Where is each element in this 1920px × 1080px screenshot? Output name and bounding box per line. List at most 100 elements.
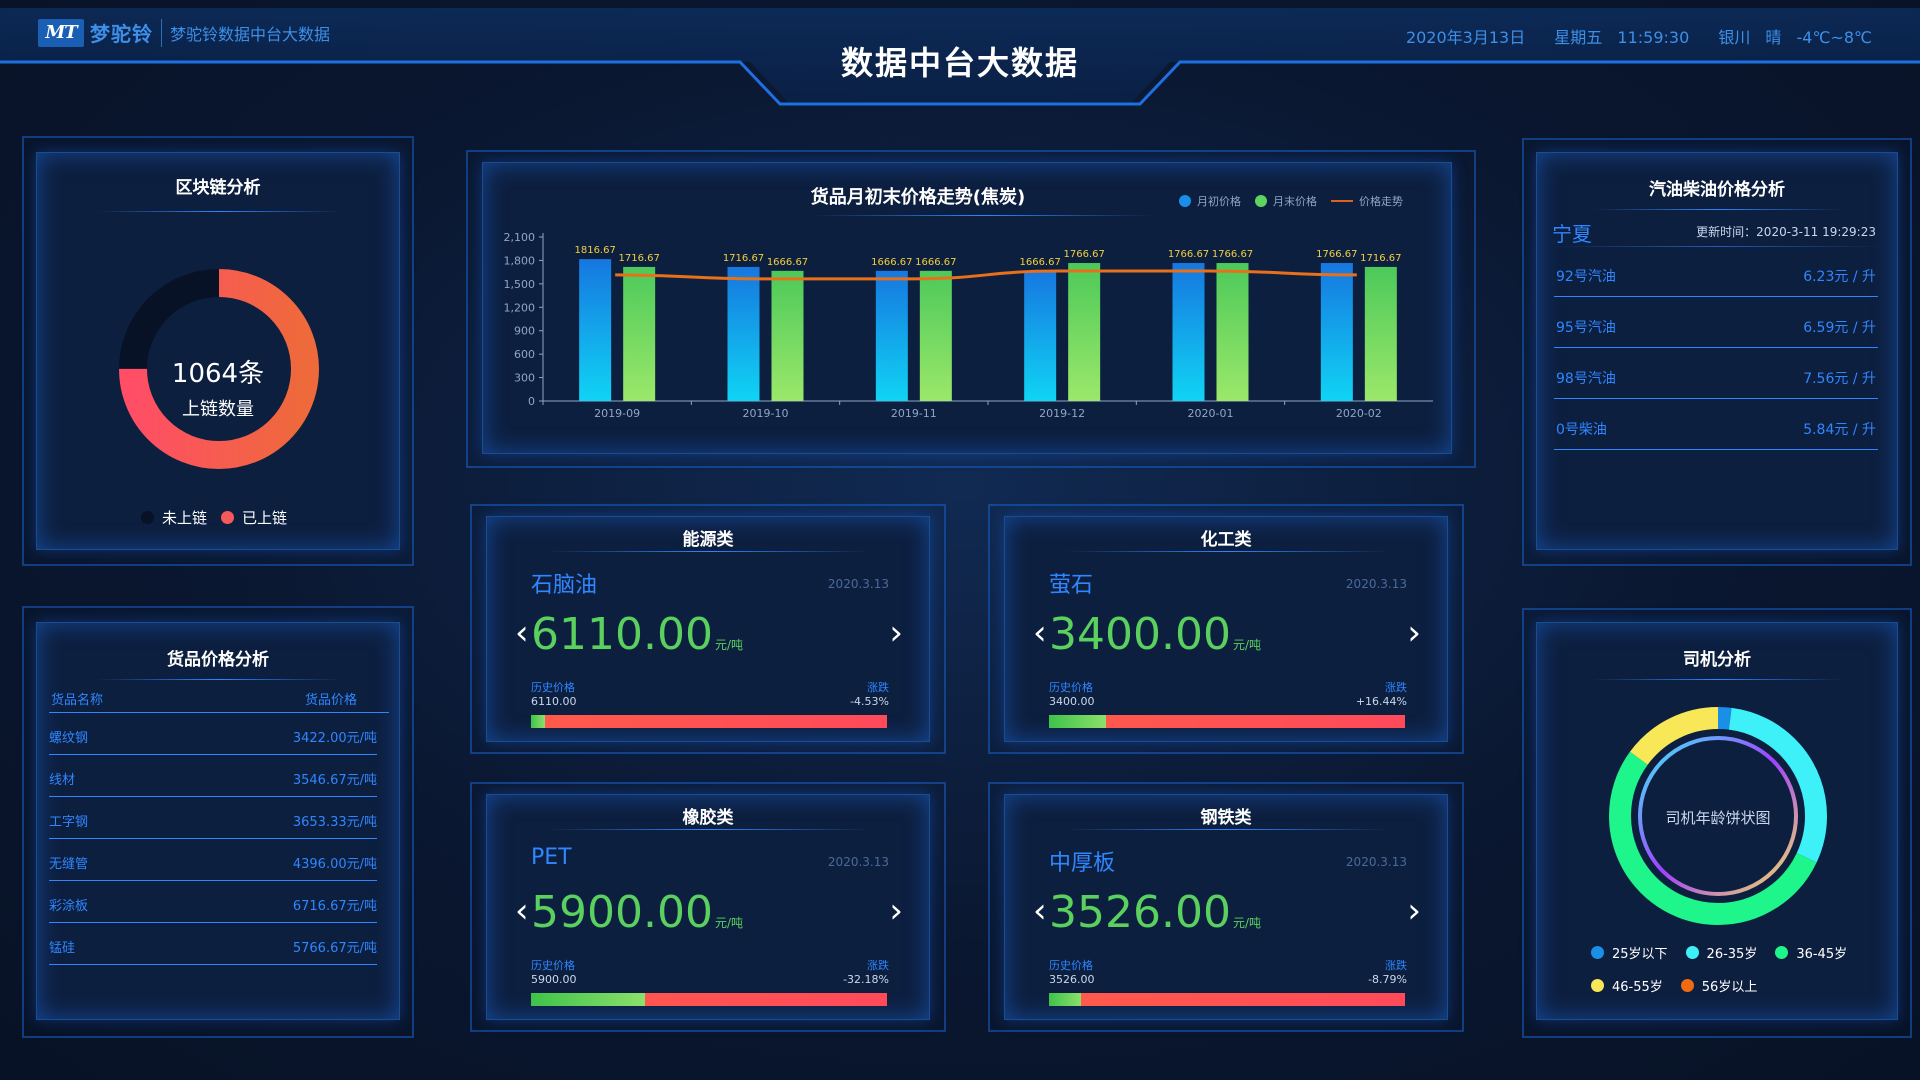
driver-age-segment[interactable] [1609,707,1827,925]
fuel-region[interactable]: 宁夏 [1552,222,1592,246]
price-unit: 元/吨 [714,638,743,652]
category-card: 橡胶类 PET 2020.3.13 ‹ 5900.00 元/吨 › 历史价格 59… [486,794,930,1020]
price-unit: 元/吨 [1232,638,1261,652]
logo-divider [161,18,162,47]
prev-arrow-icon[interactable]: ‹ [515,613,529,653]
table-row[interactable]: 锰硅 5766.67元/吨 [49,923,377,965]
change-label: 涨跌 [867,681,889,694]
data-label-close: 1716.67 [618,253,659,264]
bar-close-price [771,270,804,401]
price-date: 2020.3.13 [1345,855,1407,869]
legend-line [1331,200,1353,202]
y-tick-label: 1,500 [504,278,536,291]
bar-close-price [623,266,656,401]
driver-age-donut[interactable] [1603,701,1833,931]
change-value: +16.44% [1355,695,1407,708]
table-header: 货品名称 货品价格 [49,685,389,713]
legend-dot [1591,946,1604,959]
bar-close-price [1216,263,1249,401]
next-arrow-icon[interactable]: › [889,891,903,931]
title-underline [1065,829,1389,830]
y-tick-label: 300 [514,372,535,385]
category-card: 钢铁类 中厚板 2020.3.13 ‹ 3526.00 元/吨 › 历史价格 35… [1004,794,1448,1020]
next-arrow-icon[interactable]: › [889,613,903,653]
legend-item-46-55[interactable]: 46-55岁 [1591,976,1663,995]
legend-item-open-price[interactable]: 月初价格 [1179,193,1241,209]
blockchain-donut[interactable] [101,251,337,487]
table-row[interactable]: 工字钢 3653.33元/吨 [49,797,377,839]
table-row[interactable]: 线材 3546.67元/吨 [49,755,377,797]
legend-label: 未上链 [162,509,208,527]
table-row[interactable]: 无缝管 4396.00元/吨 [49,839,377,881]
legend-item-under-25[interactable]: 25岁以下 [1591,943,1668,962]
table-row[interactable]: 螺纹钢 3422.00元/吨 [49,713,377,755]
goods-price: 3653.33元/吨 [292,815,377,830]
history-price-value: 6110.00 [531,695,577,708]
trend-chart[interactable]: 0 300 600 900 1,200 1,500 1,800 2,100 2019-09 181… [483,223,1453,455]
fuel-row[interactable]: 0号柴油 5.84元 / 升 [1554,419,1878,450]
goods-price: 3546.67元/吨 [292,773,377,788]
next-arrow-icon[interactable]: › [1407,613,1421,653]
blockchain-legend: 未上链 已上链 [141,507,301,528]
prev-arrow-icon[interactable]: ‹ [1033,613,1047,653]
y-tick-label: 900 [514,325,535,338]
legend-dot [1255,195,1267,207]
legend-item-36-45[interactable]: 36-45岁 [1775,943,1847,962]
change-bar [1049,993,1405,1006]
title-underline [547,829,871,830]
y-tick-label: 1,800 [504,254,536,267]
data-label-close: 1766.67 [1212,249,1253,260]
panel-title: 货品价格分析 [167,650,269,670]
bar-open-price [875,270,908,401]
y-tick-label: 2,100 [504,231,536,244]
legend-item-unchained[interactable]: 未上链 [141,507,207,528]
panel-frame [22,606,414,1038]
chart-title: 货品月初末价格走势(焦炭) [810,187,1026,208]
x-tick-label: 2020-01 [1188,407,1234,420]
legend-dot [1685,946,1699,959]
legend-label: 26-35岁 [1706,947,1758,962]
legend-label: 价格走势 [1359,195,1403,208]
legend-item-over-56[interactable]: 56岁以上 [1680,976,1757,995]
fuel-row[interactable]: 98号汽油 7.56元 / 升 [1554,368,1878,399]
card-title: 橡胶类 [682,808,734,828]
goods-name: 线材 [49,773,76,788]
driver-age-segment[interactable] [1609,707,1827,925]
change-bar [531,993,887,1006]
fuel-row[interactable]: 95号汽油 6.59元 / 升 [1554,317,1878,348]
next-arrow-icon[interactable]: › [1407,891,1421,931]
product-name: 萤石 [1049,573,1094,598]
card-title: 钢铁类 [1200,808,1252,828]
history-price-value: 5900.00 [531,973,577,986]
fuel-price-panel: 汽油柴油价格分析 [1536,152,1898,550]
fuel-row[interactable]: 92号汽油 6.23元 / 升 [1554,266,1878,297]
title-underline [547,551,871,552]
panel-title: 区块链分析 [175,178,261,198]
x-tick-label: 2019-11 [891,407,937,420]
goods-name: 无缝管 [49,857,89,872]
table-row[interactable]: 彩涂板 6716.67元/吨 [49,881,377,923]
logo[interactable]: MT 梦驼铃 梦驼铃数据中台大数据 [38,18,330,47]
legend-item-26-35[interactable]: 26-35岁 [1685,943,1758,962]
prev-arrow-icon[interactable]: ‹ [515,891,529,931]
prev-arrow-icon[interactable]: ‹ [1033,891,1047,931]
data-label-open: 1766.67 [1316,249,1357,260]
header: MT 梦驼铃 梦驼铃数据中台大数据 数据中台大数据 2020年3月13日 星期五… [0,0,1920,110]
legend-item-chained[interactable]: 已上链 [221,507,287,528]
legend-dot [221,511,235,524]
inner-ring [1638,736,1798,896]
data-label-open: 1666.67 [871,257,912,268]
x-tick-label: 2019-10 [743,407,789,420]
trend-chart-panel: 货品月初末价格走势(焦炭) 月初价格 月末价格 价格走势 0 300 600 900 1… [482,162,1452,454]
chart-legend: 月初价格 月末价格 价格走势 [1165,193,1403,209]
category-card: 能源类 石脑油 2020.3.13 ‹ 6110.00 元/吨 › 历史价格 61… [486,516,930,742]
blockchain-count-label: 上链数量 [182,399,254,420]
legend-item-close-price[interactable]: 月末价格 [1255,193,1317,209]
legend-label: 月末价格 [1273,195,1317,208]
bar-close-price [1068,263,1101,401]
legend-item-trend[interactable]: 价格走势 [1331,193,1403,209]
region-underline [1552,246,1882,247]
price-value: 3400.00 [1049,609,1231,660]
price-date: 2020.3.13 [1345,577,1407,591]
driver-age-segment[interactable] [1609,707,1827,925]
